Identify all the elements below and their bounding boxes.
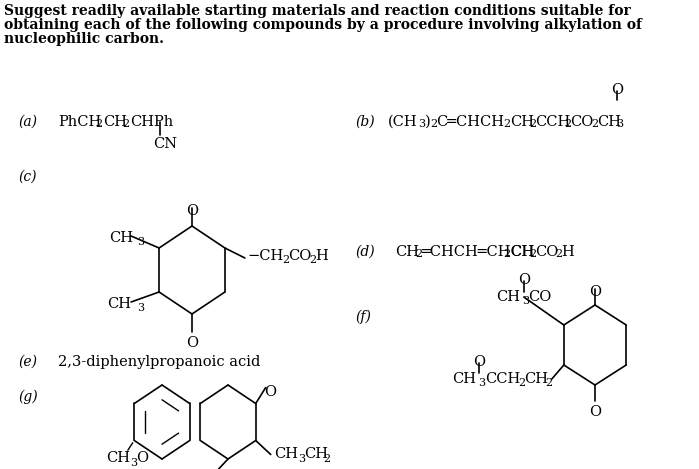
Text: CH: CH — [303, 447, 328, 461]
Text: 2: 2 — [529, 119, 536, 129]
Text: 2: 2 — [545, 378, 552, 388]
Text: (CH: (CH — [388, 115, 417, 129]
Text: obtaining each of the following compounds by a procedure involving alkylation of: obtaining each of the following compound… — [4, 18, 642, 32]
Text: 3: 3 — [418, 119, 425, 129]
Text: 2: 2 — [518, 378, 525, 388]
Text: 2: 2 — [591, 119, 598, 129]
Text: Suggest readily available starting materials and reaction conditions suitable fo: Suggest readily available starting mater… — [4, 4, 630, 18]
Text: O: O — [518, 273, 530, 287]
Text: CH: CH — [597, 115, 621, 129]
Text: CH: CH — [103, 115, 127, 129]
Text: (b): (b) — [355, 115, 375, 129]
Text: ═CHCH═CHCH: ═CHCH═CHCH — [421, 245, 535, 259]
Text: 2: 2 — [503, 119, 510, 129]
Text: 2: 2 — [324, 454, 331, 463]
Text: O: O — [186, 204, 198, 218]
Text: (f): (f) — [355, 310, 371, 325]
Text: 2: 2 — [529, 249, 536, 259]
Text: CH: CH — [496, 290, 520, 304]
Text: CH: CH — [106, 452, 130, 466]
Text: CO: CO — [570, 115, 593, 129]
Text: 2: 2 — [564, 119, 571, 129]
Text: CH: CH — [524, 372, 548, 386]
Text: 2: 2 — [555, 249, 562, 259]
Text: CH: CH — [107, 297, 131, 311]
Text: CH: CH — [395, 245, 419, 259]
Text: CH: CH — [452, 372, 476, 386]
Text: PhCH: PhCH — [58, 115, 101, 129]
Text: O: O — [186, 336, 198, 350]
Text: 2: 2 — [95, 119, 102, 129]
Text: CH: CH — [510, 245, 534, 259]
Text: CCH: CCH — [535, 115, 570, 129]
Text: 2,3-diphenylpropanoic acid: 2,3-diphenylpropanoic acid — [58, 355, 260, 369]
Text: CHPh: CHPh — [130, 115, 173, 129]
Text: C═CHCH: C═CHCH — [436, 115, 504, 129]
Text: CN: CN — [153, 137, 177, 151]
Text: nucleophilic carbon.: nucleophilic carbon. — [4, 32, 164, 46]
Text: O: O — [589, 405, 601, 419]
Text: ): ) — [425, 115, 431, 129]
Text: CH: CH — [510, 115, 534, 129]
Text: 2: 2 — [309, 255, 316, 265]
Text: (g): (g) — [18, 390, 38, 404]
Text: (c): (c) — [18, 170, 36, 184]
Text: (e): (e) — [18, 355, 37, 369]
Text: O: O — [264, 385, 276, 399]
Text: 3: 3 — [137, 237, 144, 247]
Text: 3: 3 — [137, 303, 144, 313]
Text: CCH: CCH — [485, 372, 520, 386]
Text: 2: 2 — [430, 119, 437, 129]
Text: 2: 2 — [415, 249, 422, 259]
Text: (a): (a) — [18, 115, 37, 129]
Text: 3: 3 — [616, 119, 623, 129]
Text: 2: 2 — [503, 249, 510, 259]
Text: CO: CO — [535, 245, 559, 259]
Text: H: H — [315, 249, 328, 263]
Text: O: O — [473, 355, 485, 369]
Text: O: O — [589, 285, 601, 299]
Text: 3: 3 — [478, 378, 485, 388]
Text: 2: 2 — [122, 119, 129, 129]
Text: CO: CO — [288, 249, 311, 263]
Text: O: O — [136, 452, 148, 466]
Text: 3: 3 — [522, 296, 529, 306]
Text: 3: 3 — [130, 457, 138, 468]
Text: O: O — [611, 83, 623, 97]
Text: 2: 2 — [282, 255, 289, 265]
Text: H: H — [561, 245, 574, 259]
Text: 3: 3 — [298, 454, 305, 463]
Text: (d): (d) — [355, 245, 375, 259]
Text: CH: CH — [274, 447, 298, 461]
Text: CO: CO — [528, 290, 552, 304]
Text: −CH: −CH — [247, 249, 283, 263]
Text: CH: CH — [109, 231, 133, 245]
